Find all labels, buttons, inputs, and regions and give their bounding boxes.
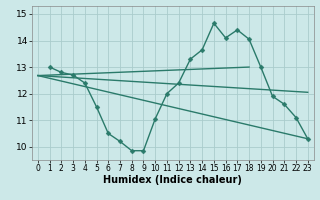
X-axis label: Humidex (Indice chaleur): Humidex (Indice chaleur) (103, 175, 242, 185)
